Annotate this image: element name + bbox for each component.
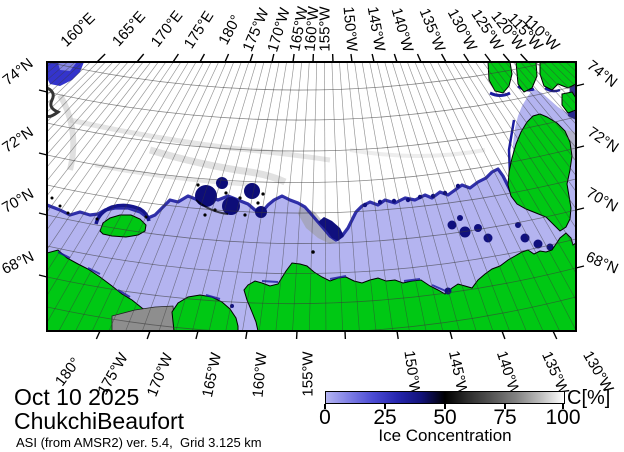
meridian-label-bottom: 165°W [198,351,226,399]
colorbar-tickmark [562,404,564,409]
meridian-label-top: 120°W [487,7,529,55]
meridian-label-top: 170°W [264,5,294,55]
colorbar-tick-label: 0 [319,406,331,429]
parallel-label-left: 68°N [0,248,37,278]
meridian-label-top: 165°W [286,5,312,53]
colorbar-tickmark [504,404,506,409]
meridian-label-top: 170°E [147,7,187,51]
parallel-label-right: 74°N [583,56,621,92]
meridian-label-top: 180° [215,12,245,48]
meridian-label-top: 150°W [339,5,361,53]
meridian-label-top: 155°W [316,6,334,52]
parallel-label-right: 72°N [584,123,622,157]
parallel-label-left: 72°N [0,123,37,157]
meridian-label-bottom: 155°W [299,351,317,397]
source-label: ASI (from AMSR2) ver. 5.4, Grid 3.125 km [16,435,262,450]
meridian-label-top: 140°W [387,5,417,55]
colorbar-unit-label: C[%] [567,387,611,409]
colorbar-tick-label: 100 [545,406,581,429]
colorbar-tick-label: 25 [373,406,397,429]
meridian-label-top: 125°W [467,6,507,54]
meridian-label-top: 115°W [503,9,547,55]
meridian-label-top: 110°W [519,11,563,55]
date-label: Oct 10 2025 [14,384,140,410]
meridian-label-top: 160°E [57,9,99,51]
colorbar-tick-label: 50 [433,406,457,429]
meridian-label-bottom: 140°W [492,348,524,398]
parallel-label-right: 68°N [583,248,621,278]
colorbar-tick-label: 75 [493,406,517,429]
meridian-label-bottom: 145°W [444,349,472,397]
colorbar-caption: Ice Concentration [378,426,512,445]
colorbar-tickmark [384,404,386,409]
meridian-label-top: 145°W [363,5,389,53]
meridian-label-bottom: 150°W [400,349,424,397]
meridian-label-bottom: 160°W [249,351,271,399]
colorbar-tickmark [444,404,446,409]
colorbar [325,391,565,404]
parallel-label-left: 74°N [0,54,37,90]
colorbar-tickmark [324,404,326,409]
meridian-label-top: 135°W [415,5,449,55]
meridian-label-top: 130°W [443,6,481,54]
meridian-label-top: 175°W [239,5,273,55]
meridian-label-top: 165°E [108,8,150,50]
meridian-label-top: 175°E [180,8,218,52]
meridian-label-bottom: 170°W [143,350,177,400]
parallel-label-left: 70°N [0,185,37,217]
region-label: ChukchiBeaufort [14,408,185,434]
meridian-label-top: 160°W [301,5,323,53]
ice-map-canvas [47,62,576,331]
parallel-label-right: 70°N [583,184,621,216]
